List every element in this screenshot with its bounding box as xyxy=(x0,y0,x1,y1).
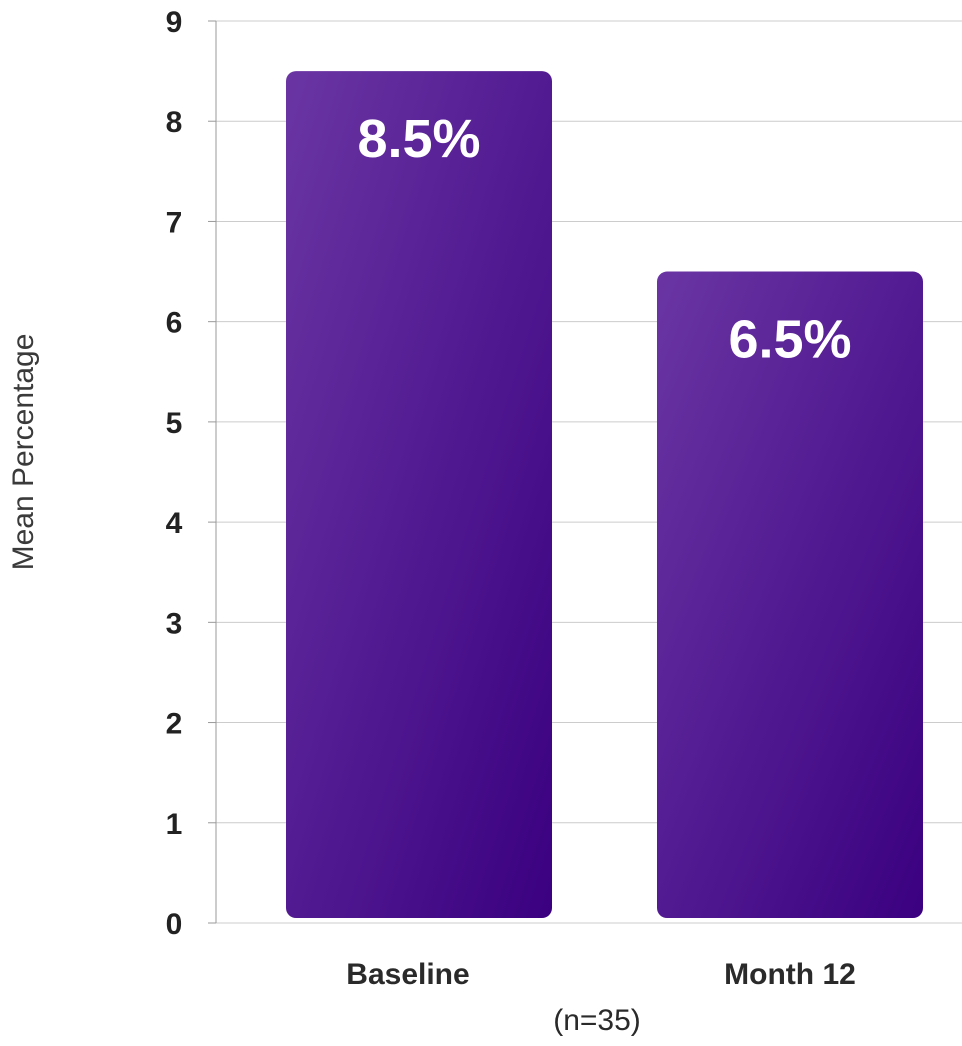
y-tick-label-1: 1 xyxy=(166,808,183,841)
y-tick-label-8: 8 xyxy=(166,106,183,139)
y-tick-label-2: 2 xyxy=(166,708,183,741)
y-tick-labels: 0 1 2 3 4 5 6 7 8 9 xyxy=(166,6,183,941)
y-tick-label-6: 6 xyxy=(166,307,183,340)
data-label-month-12: 6.5% xyxy=(728,310,851,370)
y-tick-label-5: 5 xyxy=(166,407,183,440)
y-tick-label-3: 3 xyxy=(166,607,183,640)
bar-month-12 xyxy=(657,271,923,918)
bars xyxy=(286,71,923,919)
y-tick-label-4: 4 xyxy=(166,507,183,540)
category-label-month-12: Month 12 xyxy=(724,958,856,991)
labels: 8.5% Baseline 6.5% Month 12 xyxy=(346,109,856,991)
y-tick-label-9: 9 xyxy=(166,6,183,39)
bar-baseline xyxy=(286,71,552,919)
category-label-baseline: Baseline xyxy=(346,958,469,991)
y-axis-title: Mean Percentage xyxy=(7,334,40,571)
axes xyxy=(208,20,217,924)
data-label-baseline: 8.5% xyxy=(357,109,480,169)
y-tick-label-7: 7 xyxy=(166,206,183,239)
x-axis-subtitle: (n=35) xyxy=(553,1004,641,1037)
y-tick-label-0: 0 xyxy=(166,908,183,941)
